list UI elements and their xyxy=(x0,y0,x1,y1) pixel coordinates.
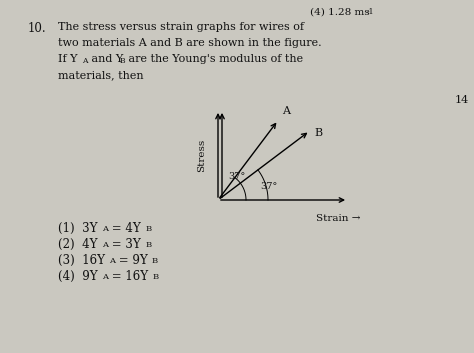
Text: 10.: 10. xyxy=(28,22,46,35)
Text: 37°: 37° xyxy=(228,172,245,181)
Text: -1: -1 xyxy=(367,8,374,16)
Text: (4) 1.28 ms: (4) 1.28 ms xyxy=(310,8,370,17)
Text: A: A xyxy=(102,273,108,281)
Text: = 4Y: = 4Y xyxy=(108,222,141,235)
Text: The stress versus strain graphs for wires of: The stress versus strain graphs for wire… xyxy=(58,22,304,32)
Text: 14: 14 xyxy=(455,95,469,105)
Text: (2)  4Y: (2) 4Y xyxy=(58,238,98,251)
Text: A: A xyxy=(102,225,108,233)
Text: = 16Y: = 16Y xyxy=(108,270,148,283)
Text: and Y: and Y xyxy=(88,54,123,64)
Text: A: A xyxy=(282,106,290,116)
Text: (3)  16Y: (3) 16Y xyxy=(58,254,105,267)
Text: If Y: If Y xyxy=(58,54,78,64)
Text: B: B xyxy=(146,225,152,233)
Text: = 3Y: = 3Y xyxy=(108,238,141,251)
Text: Strain →: Strain → xyxy=(316,214,360,223)
Text: A: A xyxy=(82,57,88,65)
Text: B: B xyxy=(315,128,323,138)
Text: Stress: Stress xyxy=(198,138,207,172)
Text: B: B xyxy=(152,257,158,265)
Text: two materials A and B are shown in the figure.: two materials A and B are shown in the f… xyxy=(58,38,322,48)
Text: A: A xyxy=(102,241,108,249)
Text: 37°: 37° xyxy=(260,182,277,191)
Text: (4)  9Y: (4) 9Y xyxy=(58,270,98,283)
Text: = 9Y: = 9Y xyxy=(115,254,148,267)
Text: B: B xyxy=(146,241,152,249)
Text: materials, then: materials, then xyxy=(58,70,144,80)
Text: are the Young's modulus of the: are the Young's modulus of the xyxy=(125,54,303,64)
Text: B: B xyxy=(153,273,159,281)
Text: B: B xyxy=(120,57,126,65)
Text: (1)  3Y: (1) 3Y xyxy=(58,222,98,235)
Text: A: A xyxy=(109,257,115,265)
